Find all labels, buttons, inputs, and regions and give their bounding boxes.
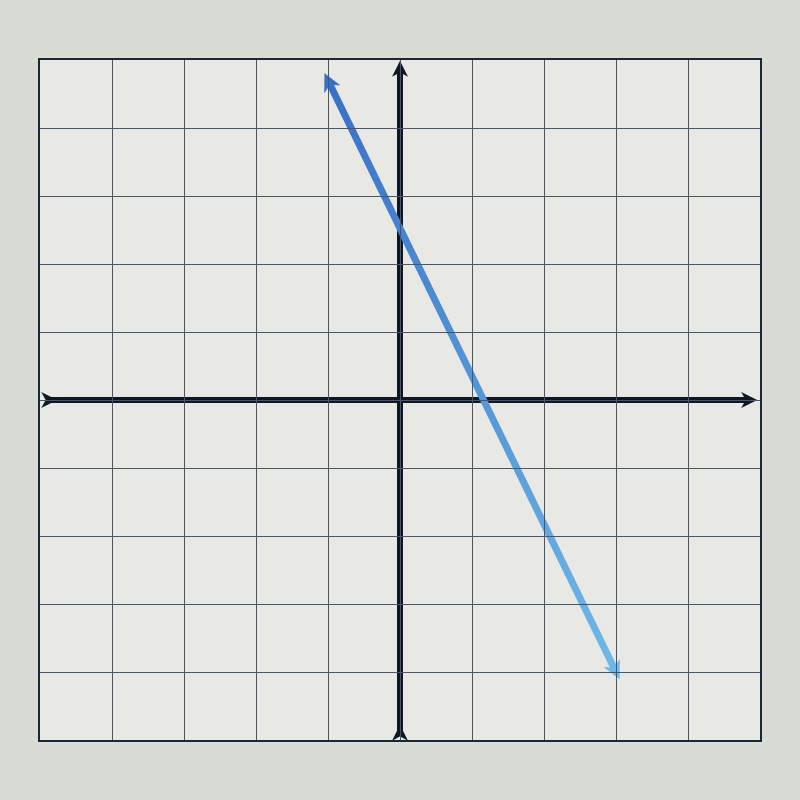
grid-line-horizontal xyxy=(40,604,760,605)
coordinate-grid xyxy=(38,58,762,742)
grid-line-horizontal xyxy=(40,196,760,197)
grid-line-horizontal xyxy=(40,332,760,333)
grid-line-horizontal xyxy=(40,128,760,129)
grid-line-horizontal xyxy=(40,536,760,537)
grid-line-horizontal xyxy=(40,468,760,469)
grid-line-horizontal xyxy=(40,264,760,265)
grid-line-horizontal xyxy=(40,672,760,673)
grid-line-horizontal xyxy=(40,400,760,401)
